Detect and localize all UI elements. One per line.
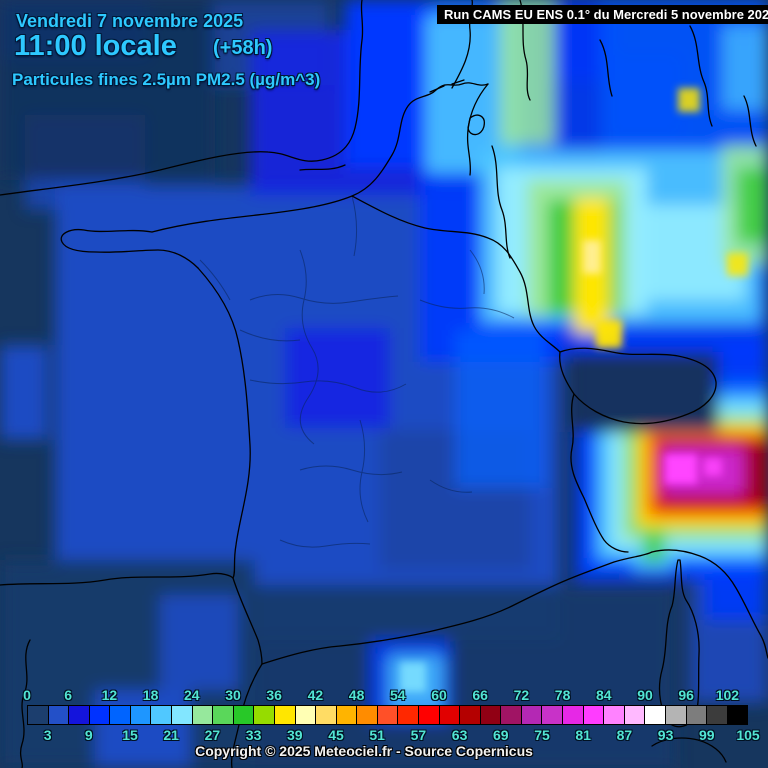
legend-bar [27,705,749,725]
legend-cell [315,705,337,725]
legend-tick-label: 0 [23,687,31,703]
legend-tick-label: 54 [390,687,406,703]
legend-cell [562,705,584,725]
legend-tick-label: 24 [184,687,200,703]
legend-tick-label: 36 [266,687,282,703]
legend-tick-label: 84 [596,687,612,703]
legend-tick-label: 81 [575,727,591,743]
legend-cell [520,705,543,725]
legend-tick-label: 99 [699,727,715,743]
legend-tick-label: 60 [431,687,447,703]
legend-cell [623,705,646,725]
legend-cell [685,705,708,725]
legend-tick-label: 48 [348,687,365,703]
legend-tick-label: 6 [64,687,73,703]
legend-cell [150,705,173,725]
legend-cell [417,705,440,725]
legend-tick-label: 30 [225,687,241,703]
legend-cell [273,705,296,725]
legend-cell [479,705,502,725]
legend-tick-label: 66 [472,687,488,703]
model-run-banner: Run CAMS EU ENS 0.1° du Mercredi 5 novem… [437,5,768,24]
forecast-time: 11:00 locale [14,30,177,62]
legend-cell [644,705,666,725]
legend-tick-label: 69 [493,727,509,743]
forecast-date: Vendredi 7 novembre 2025 [16,11,244,31]
legend-cell [397,705,419,725]
legend-tick-label: 3 [43,727,52,743]
legend-cell [726,705,749,725]
legend-cell [376,705,399,725]
legend-tick-label: 75 [534,727,550,743]
legend-cell [335,705,358,725]
legend-cell [129,705,152,725]
legend-tick-label: 33 [245,727,262,743]
legend-cell [356,705,378,725]
legend-tick-label: 21 [163,727,179,743]
legend-cell [88,705,111,725]
legend-tick-label: 63 [451,727,468,743]
legend-tick-label: 87 [616,727,633,743]
legend-cell [582,705,605,725]
legend-tick-label: 93 [657,727,674,743]
legend-tick-label: 42 [307,687,324,703]
legend-cell [232,705,255,725]
legend-tick-label: 72 [513,687,530,703]
legend-cell [706,705,728,725]
legend-cell [664,705,687,725]
legend-cell [27,705,49,725]
forecast-hour-offset: (+58h) [213,37,273,59]
legend-cell [603,705,625,725]
legend-tick-label: 78 [554,687,571,703]
legend-cell [541,705,564,725]
copyright-notice: Copyright © 2025 Meteociel.fr - Source C… [195,743,533,759]
legend-tick-label: 90 [637,687,653,703]
legend-cell [212,705,234,725]
legend-tick-label: 105 [736,727,760,743]
legend-cell [47,705,70,725]
legend-tick-label: 9 [84,727,93,743]
legend-cell [459,705,481,725]
legend-tick-label: 57 [410,727,427,743]
legend-cell [253,705,275,725]
legend-tick-label: 96 [678,687,694,703]
parameter-label: Particules fines 2.5µm PM2.5 (µg/m^3) [12,70,321,89]
legend-tick-label: 102 [715,687,740,703]
legend-cell [294,705,317,725]
legend-cell [500,705,522,725]
legend-cell [171,705,193,725]
legend-tick-label: 51 [369,727,385,743]
legend-tick-label: 27 [204,727,221,743]
legend-cell [68,705,90,725]
legend-tick-label: 45 [328,727,344,743]
map-department-borders [199,195,515,548]
legend-tick-label: 39 [287,727,303,743]
legend-cell [438,705,461,725]
map-local-maxima [400,88,748,692]
legend-cell [191,705,214,725]
legend-cell [109,705,131,725]
legend-tick-label: 12 [101,687,118,703]
legend-tick-label: 15 [122,727,138,743]
legend-tick-label: 18 [142,687,159,703]
